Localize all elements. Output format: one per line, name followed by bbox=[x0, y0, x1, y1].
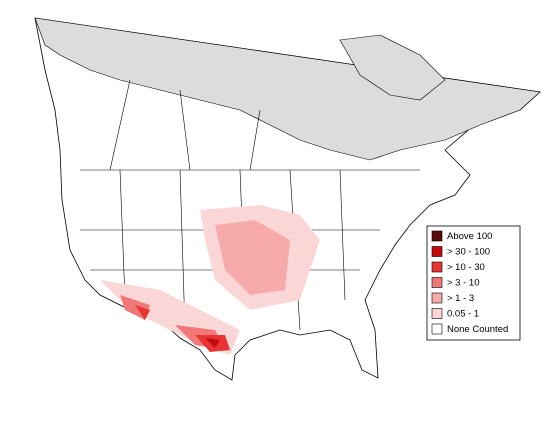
legend-swatch bbox=[431, 230, 443, 242]
legend-swatch bbox=[431, 308, 443, 319]
legend-label: > 30 - 100 bbox=[447, 247, 490, 258]
legend-label: > 1 - 3 bbox=[447, 293, 474, 304]
legend-label: > 3 - 10 bbox=[447, 278, 479, 289]
north-region bbox=[34, 17, 541, 161]
legend-label: None Counted bbox=[447, 324, 508, 335]
legend-swatch bbox=[431, 261, 443, 273]
legend-swatch bbox=[431, 323, 443, 335]
legend-swatch bbox=[431, 277, 443, 288]
islands bbox=[339, 34, 446, 101]
legend-label: Above 100 bbox=[447, 231, 492, 242]
abundance bbox=[100, 205, 320, 355]
legend-swatch bbox=[431, 246, 443, 257]
legend-swatch bbox=[431, 292, 443, 304]
legend-label: > 10 - 30 bbox=[447, 262, 485, 273]
legend: Above 100 > 30 - 100 > 10 - 30 > 3 - 10 > 1 … bbox=[431, 230, 508, 335]
legend-label: 0.05 - 1 bbox=[447, 309, 479, 320]
legend-box bbox=[426, 225, 521, 341]
